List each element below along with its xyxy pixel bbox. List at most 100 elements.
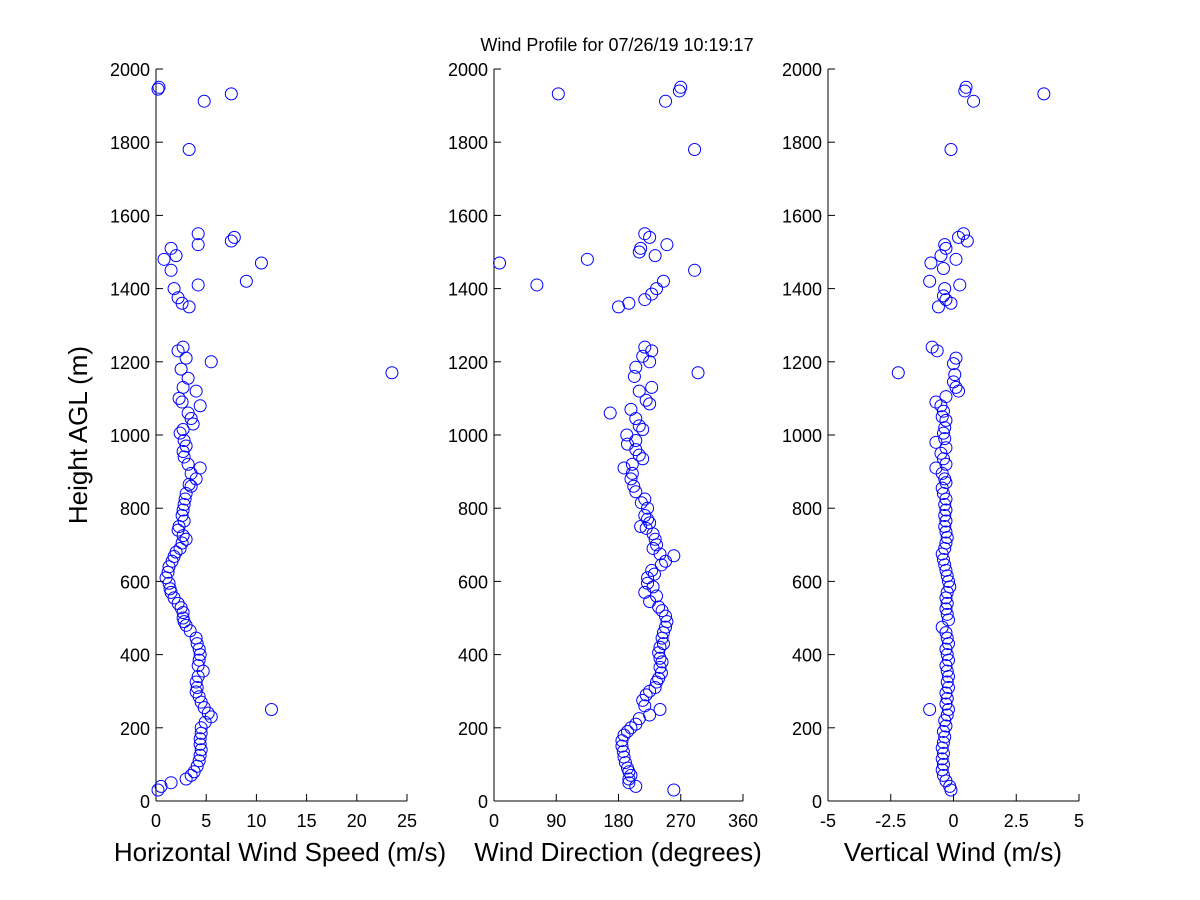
vertical-data-point [938,509,952,523]
speed-data-point [175,536,189,550]
direction-data-point [622,772,636,786]
vertical-y-tick-label: 1600 [782,206,822,226]
direction-y-tick-label: 0 [478,792,488,812]
direction-data-point [616,745,630,759]
direction-data-point [652,600,666,614]
vertical-axes: Vertical Wind (m/s) 0 200 400 600 800 1000 120… [782,60,1084,867]
vertical-data-point [944,143,958,157]
vertical-y-tick-label: 400 [792,646,822,666]
vertical-data-point [931,300,945,314]
direction-data-point [643,397,657,411]
speed-data-point [194,721,208,735]
speed-data-point [179,532,193,546]
direction-data-point [612,300,625,314]
speed-data-point [162,576,176,590]
speed-data-point [169,249,183,263]
vertical-data-point [938,498,952,512]
vertical-data-point [949,351,963,365]
speed-y-tick-label: 600 [120,572,150,592]
speed-y-tick-label: 1600 [110,206,150,226]
vertical-data-point [936,746,950,760]
vertical-data-point [941,653,955,667]
vertical-data-point [939,492,953,506]
direction-data-point [629,412,643,426]
direction-data-point [645,380,659,394]
direction-data-point [493,256,507,270]
direction-data-point [654,558,668,572]
vertical-data-point [967,94,981,108]
vertical-data-point [935,741,949,755]
speed-data-point [179,351,193,365]
vertical-data-point [949,380,963,394]
direction-data-point [653,703,667,716]
speed-data-point [176,444,190,458]
vertical-xlabel: Vertical Wind (m/s) [844,837,1062,867]
direction-data-point [551,87,565,101]
direction-data-point [643,230,657,244]
speed-axes: Horizontal Wind Speed (m/s) Height AGL (… [63,60,446,867]
vertical-data-point [939,241,953,255]
speed-x-tick-label: 25 [397,811,417,831]
vertical-data-point [891,366,905,380]
speed-data-point [172,391,186,405]
vertical-data-point [940,648,954,662]
direction-x-tick-label: 270 [666,811,696,831]
direction-data-point [629,485,643,499]
direction-y-tick-label: 600 [458,572,488,592]
speed-x-tick-label: 20 [347,811,367,831]
vertical-y-tick-label: 1400 [782,280,822,300]
speed-data-point [193,732,207,746]
speed-data-point [177,450,191,464]
speed-data-point [184,412,198,426]
vertical-data-point [924,256,938,270]
direction-data-point [656,274,670,288]
direction-data-point [652,646,666,660]
speed-data-point [192,690,206,704]
speed-data-point [239,274,253,288]
speed-data-point [151,82,165,96]
speed-data-point [189,384,203,398]
speed-ylabel: Height AGL (m) [63,346,93,524]
speed-data-point [191,238,205,252]
figure-title: Wind Profile for 07/26/19 10:19:17 [480,35,753,55]
speed-data-point [171,344,185,358]
vertical-data-point [929,435,943,449]
direction-y-tick-label: 400 [458,646,488,666]
direction-data-point [655,631,669,645]
direction-data-point [643,684,657,698]
direction-data-point [622,776,636,790]
vertical-y-tick-label: 1200 [782,353,822,373]
speed-data-point [193,737,207,751]
vertical-data-point [936,768,950,782]
vertical-data-point [936,735,950,749]
speed-data-point [264,703,278,716]
direction-y-tick-label: 1400 [448,280,488,300]
direction-data-point [638,492,652,506]
speed-data-point [154,779,168,793]
direction-data-point [618,756,632,770]
vertical-data-point [949,252,963,266]
direction-data-point [667,783,681,797]
direction-axes: Wind Direction (degrees) 0 200 400 600 800 10… [448,60,762,867]
direction-y-tick-label: 1000 [448,426,488,446]
speed-data-point [157,252,171,266]
direction-data-point [650,538,664,552]
speed-data-point [164,776,178,790]
speed-data-point [176,423,190,437]
speed-data-point [174,362,188,376]
speed-y-tick-label: 1400 [110,280,150,300]
speed-data-point [201,706,215,720]
speed-data-point [186,417,200,431]
speed-data-point [191,670,205,684]
direction-data-point [625,457,639,471]
speed-data-point [178,492,192,506]
speed-data-point [192,642,206,656]
speed-data-point [181,457,195,471]
speed-data-point [177,498,191,512]
speed-x-tick-label: 0 [151,811,161,831]
direction-data-point [636,452,650,466]
vertical-data-point [938,541,952,555]
direction-data-point [638,293,652,307]
vertical-data-point [958,84,972,98]
